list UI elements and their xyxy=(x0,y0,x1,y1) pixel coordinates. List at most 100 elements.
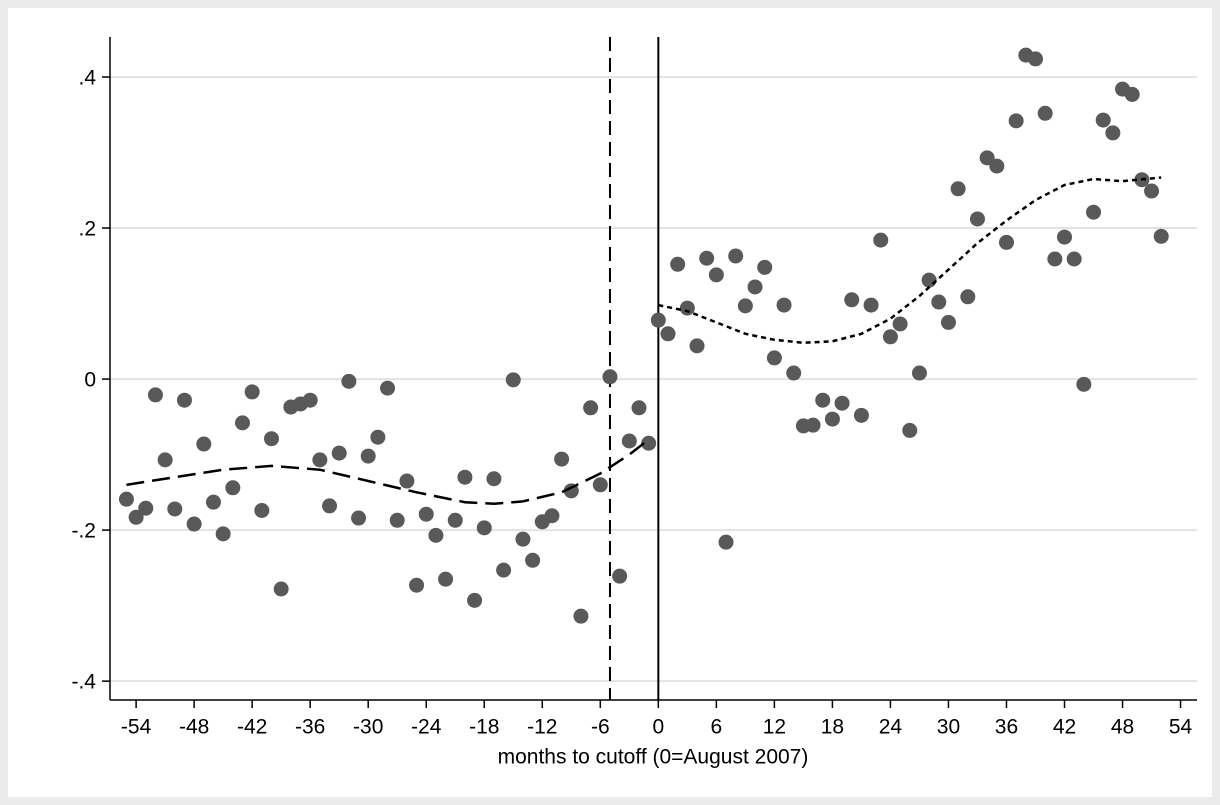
data-point xyxy=(1047,251,1063,267)
x-tick-label: -6 xyxy=(591,716,610,739)
data-point xyxy=(969,211,985,227)
data-point xyxy=(196,436,212,452)
data-point xyxy=(254,502,270,518)
data-point xyxy=(409,577,425,593)
y-tick-label: .2 xyxy=(78,218,96,241)
data-point xyxy=(805,417,821,433)
data-point xyxy=(360,448,376,464)
data-point xyxy=(892,316,908,332)
data-point xyxy=(747,279,763,295)
data-point xyxy=(699,250,715,266)
data-point xyxy=(544,508,560,524)
data-point xyxy=(641,435,657,451)
data-point xyxy=(525,552,541,568)
data-point xyxy=(447,512,463,528)
x-tick-label: -24 xyxy=(411,716,442,739)
data-point xyxy=(834,395,850,411)
data-point xyxy=(786,365,802,381)
data-point xyxy=(757,259,773,275)
data-point xyxy=(215,526,231,542)
data-point xyxy=(264,431,280,447)
data-point xyxy=(331,445,347,461)
data-point xyxy=(457,469,473,485)
data-point xyxy=(931,294,947,310)
data-point xyxy=(370,429,386,445)
data-point xyxy=(863,297,879,313)
data-point xyxy=(882,329,898,345)
data-point xyxy=(467,592,483,608)
data-point xyxy=(273,581,289,597)
data-point xyxy=(1027,51,1043,67)
data-point xyxy=(602,369,618,385)
data-point xyxy=(496,562,512,578)
data-point xyxy=(205,494,221,510)
data-point xyxy=(815,392,831,408)
data-point xyxy=(998,234,1014,250)
x-tick-label: -12 xyxy=(527,716,557,739)
data-point xyxy=(853,407,869,423)
data-point xyxy=(1008,113,1024,129)
x-axis-label: months to cutoff (0=August 2007) xyxy=(498,746,809,769)
data-point xyxy=(1124,86,1140,102)
data-point xyxy=(341,373,357,389)
data-point xyxy=(138,500,154,516)
x-tick-label: 6 xyxy=(711,716,723,739)
data-point xyxy=(670,256,686,272)
x-tick-label: 30 xyxy=(937,716,960,739)
data-point xyxy=(186,516,202,532)
y-tick-label: 0 xyxy=(84,369,96,392)
data-point xyxy=(380,380,396,396)
data-point xyxy=(1037,105,1053,121)
data-point xyxy=(1066,251,1082,267)
data-point xyxy=(389,512,405,528)
x-tick-label: 24 xyxy=(879,716,903,739)
x-tick-label: -18 xyxy=(469,716,499,739)
data-point xyxy=(921,272,937,288)
data-point xyxy=(960,289,976,305)
data-point xyxy=(776,297,792,313)
y-tick-label: .4 xyxy=(78,67,96,90)
data-point xyxy=(554,451,570,467)
data-point xyxy=(147,387,163,403)
data-point xyxy=(718,534,734,550)
x-tick-label: -30 xyxy=(353,716,383,739)
data-point xyxy=(312,452,328,468)
data-point xyxy=(660,326,676,342)
data-point xyxy=(322,498,338,514)
data-point xyxy=(1095,112,1111,128)
data-point xyxy=(1076,376,1092,392)
data-point xyxy=(708,267,724,283)
data-point xyxy=(592,477,608,493)
data-point xyxy=(621,433,637,449)
data-point xyxy=(631,400,647,416)
data-point xyxy=(157,452,173,468)
data-point xyxy=(1144,183,1160,199)
data-point xyxy=(225,480,241,496)
data-point xyxy=(351,510,367,526)
data-point xyxy=(244,384,260,400)
data-point xyxy=(583,400,599,416)
x-tick-label: -42 xyxy=(237,716,267,739)
data-point xyxy=(911,365,927,381)
x-tick-label: 36 xyxy=(995,716,1018,739)
data-point xyxy=(505,372,521,388)
data-point xyxy=(428,527,444,543)
data-point xyxy=(573,608,589,624)
data-point xyxy=(234,415,250,431)
data-point xyxy=(766,350,782,366)
data-point xyxy=(844,292,860,308)
data-point xyxy=(1153,228,1169,244)
fit-line xyxy=(126,438,650,505)
data-point xyxy=(1105,125,1121,141)
data-point xyxy=(302,392,318,408)
data-point xyxy=(940,314,956,330)
y-tick-label: -.2 xyxy=(71,520,96,543)
data-point xyxy=(438,571,454,587)
data-point xyxy=(476,520,492,536)
y-tick-label: -.4 xyxy=(71,671,96,694)
data-point xyxy=(128,509,144,525)
data-point xyxy=(873,232,889,248)
data-point xyxy=(989,158,1005,174)
x-tick-label: 48 xyxy=(1111,716,1134,739)
